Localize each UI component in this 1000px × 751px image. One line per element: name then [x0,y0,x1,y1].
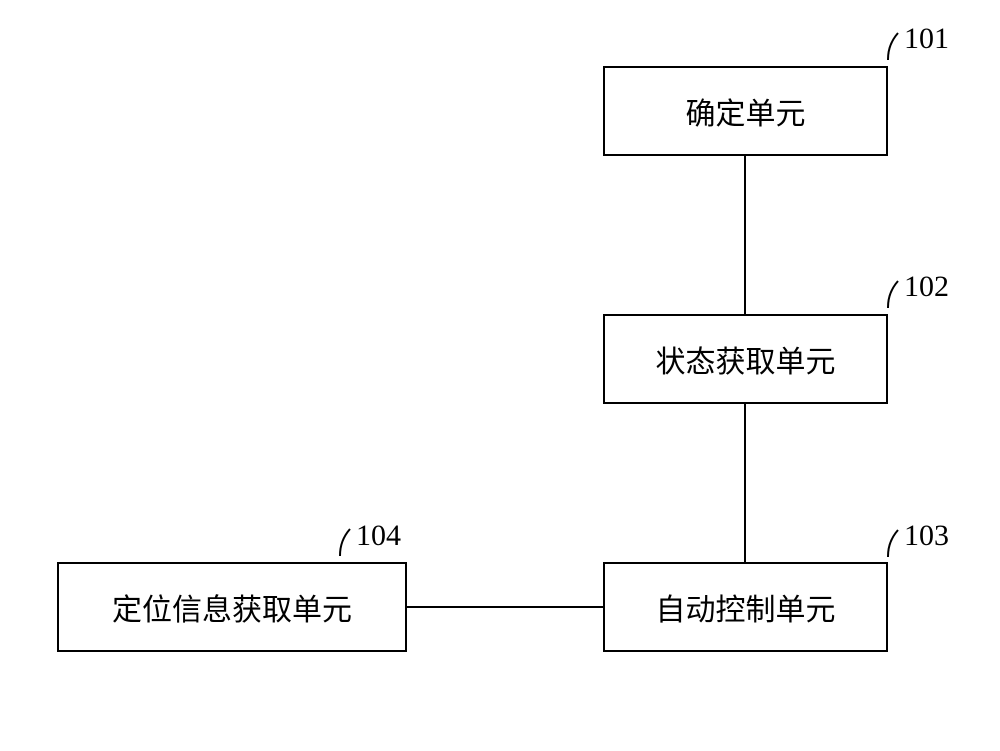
node-102: 状态获取单元 [603,314,888,404]
label-104: 104 [356,519,401,553]
label-102: 102 [904,270,949,304]
node-101: 确定单元 [603,66,888,156]
node-104-text: 定位信息获取单元 [112,585,352,629]
node-101-text: 确定单元 [686,89,806,133]
diagram-canvas: 确定单元 101 状态获取单元 102 自动控制单元 103 定位信息获取单元 … [0,0,1000,751]
node-102-text: 状态获取单元 [656,337,836,381]
node-103: 自动控制单元 [603,562,888,652]
node-103-text: 自动控制单元 [656,585,836,629]
label-103: 103 [904,519,949,553]
node-104: 定位信息获取单元 [57,562,407,652]
label-101: 101 [904,22,949,56]
